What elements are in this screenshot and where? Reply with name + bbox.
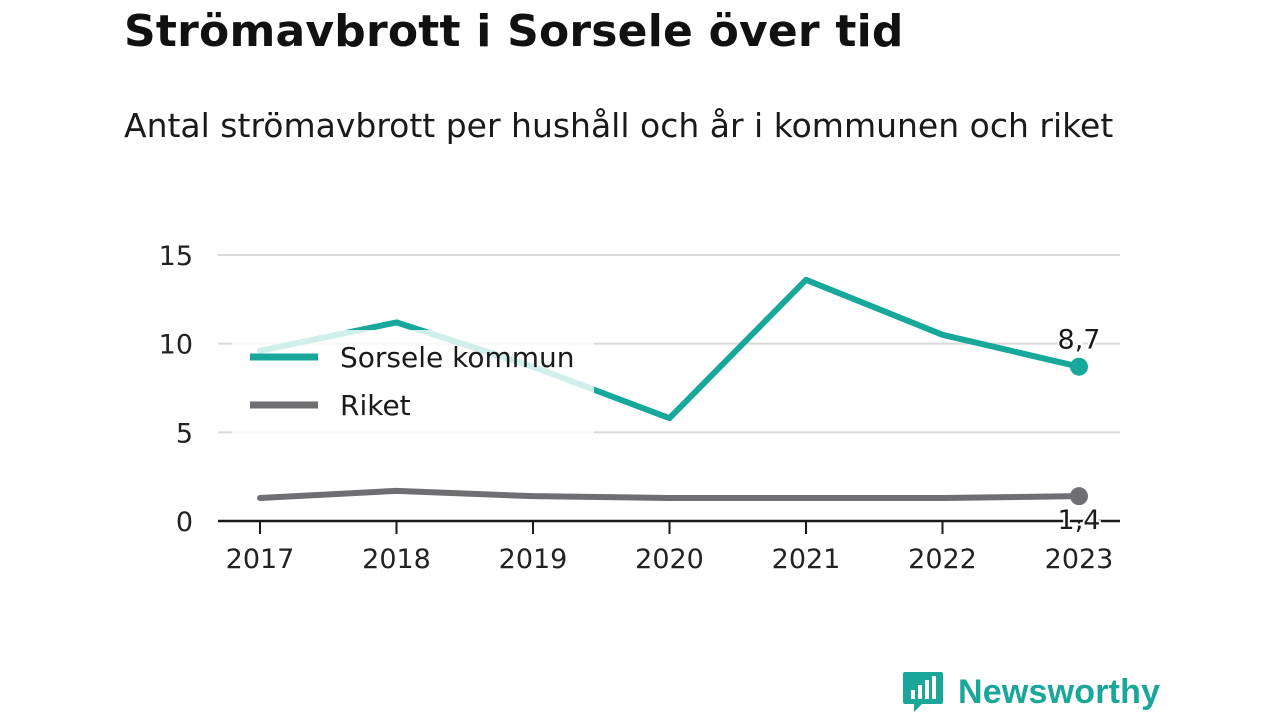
- x-axis-ticks: 2017 2018 2019 2020 2021 2022 2023: [226, 544, 1114, 575]
- legend-label: Riket: [340, 389, 411, 422]
- legend-background: [232, 330, 594, 435]
- y-tick-label: 10: [159, 330, 193, 361]
- newsworthy-logo-icon: [903, 672, 943, 712]
- chart-title: Strömavbrott i Sorsele över tid: [124, 6, 904, 57]
- y-tick-label: 0: [176, 507, 193, 538]
- x-tick-label: 2021: [772, 544, 841, 575]
- x-tick-label: 2019: [499, 544, 568, 575]
- end-labels: 8,7 1,4: [1056, 323, 1103, 538]
- y-tick-label: 5: [176, 418, 193, 449]
- brand-name: Newsworthy: [958, 672, 1161, 711]
- series-lines: [257, 276, 1088, 506]
- series-end-point: [1070, 357, 1088, 376]
- legend: Sorsele kommun Riket: [232, 330, 594, 435]
- y-tick-label: 15: [159, 241, 193, 272]
- y-axis-ticks: 0 5 10 15: [159, 241, 193, 538]
- chart-subtitle: Antal strömavbrott per hushåll och år i …: [124, 106, 1114, 145]
- x-tick-label: 2023: [1045, 544, 1114, 575]
- x-tick-label: 2020: [635, 544, 704, 575]
- x-axis: [218, 519, 1120, 534]
- x-tick-label: 2018: [362, 544, 431, 575]
- x-tick-label: 2017: [226, 544, 295, 575]
- end-value-label: 1,4: [1058, 505, 1101, 536]
- end-value-label: 8,7: [1058, 325, 1101, 356]
- series-end-point: [1070, 487, 1088, 506]
- newsworthy-brand: Newsworthy: [902, 670, 1160, 714]
- series-line-riket: [257, 487, 1082, 501]
- series-line-sorsele-kommun: [257, 276, 1082, 422]
- legend-label: Sorsele kommun: [340, 341, 575, 374]
- x-tick-label: 2022: [908, 544, 977, 575]
